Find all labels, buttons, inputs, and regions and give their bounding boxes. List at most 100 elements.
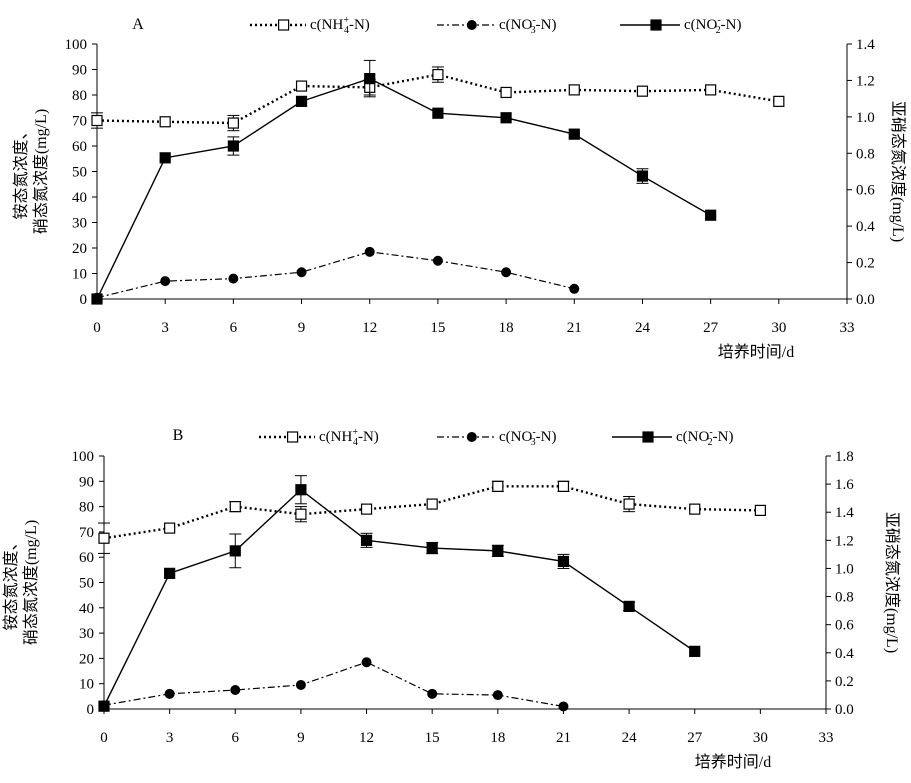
data-point [360,503,373,515]
y-right-tick-label: 0.4 [856,219,875,235]
legend-marker [278,19,290,31]
data-point [623,498,635,510]
y-left-tick-label: 50 [79,576,94,592]
data-point [432,255,443,266]
y-left-tick-label: 10 [72,267,87,283]
x-tick-label: 18 [499,320,514,336]
series-line [103,661,564,708]
data-point [229,545,241,557]
data-point [689,645,701,657]
x-axis-title: 培养时间/d [695,753,771,771]
data-point [296,267,307,278]
data-point [705,209,717,221]
x-tick-label: 9 [297,730,305,746]
data-point [295,484,307,496]
data-point [228,273,239,284]
data-point [159,152,171,164]
legend-label: c(NO-2-N) [676,427,734,448]
data-point [557,480,570,492]
data-point [492,545,504,557]
data-point [295,679,306,690]
series-line [103,485,761,540]
data-point [636,170,649,182]
data-point [164,688,175,699]
y-right-tick-label: 0.6 [835,618,854,634]
data-point [426,542,438,554]
y-right-tick-label: 1.0 [835,561,854,577]
series-0 [98,480,766,554]
y-left-tick-label: 30 [72,216,87,232]
y-left-axis-title: 硝态氮浓度(mg/L) [22,520,40,645]
data-point [558,701,569,712]
x-tick-label: 6 [232,730,240,746]
legend-item: c(NO-3-N) [437,15,557,36]
data-point [364,246,375,257]
data-point [160,276,171,287]
x-tick-label: 24 [622,730,638,746]
x-axis-title: 培养时间/d [718,343,794,361]
legend-label: c(NO-3-N) [499,15,557,36]
data-point [623,600,635,612]
data-point [432,107,444,119]
data-point [492,480,504,492]
y-left-tick-label: 40 [72,190,87,206]
x-tick-label: 18 [490,730,505,746]
legend-label: c(NO-3-N) [499,427,557,448]
legend-item: c(NO-3-N) [437,427,557,448]
y-left-tick-label: 90 [79,474,94,490]
y-left-tick-label: 40 [79,601,94,617]
y-left-tick-label: 70 [79,525,94,541]
y-right-tick-label: 0.2 [835,674,854,690]
data-point [229,501,241,513]
y-right-tick-label: 0.4 [835,646,854,662]
data-point [295,95,308,107]
y-right-tick-label: 1.8 [835,449,854,465]
data-point [568,128,580,140]
y-right-tick-label: 0.2 [856,256,875,272]
x-tick-label: 33 [819,730,834,746]
y-left-tick-label: 80 [79,500,94,516]
x-tick-label: 21 [556,730,571,746]
x-tick-label: 30 [753,730,768,746]
data-point [361,657,372,668]
y-left-tick-label: 60 [72,139,87,155]
data-point [295,508,307,520]
y-left-tick-label: 0 [87,702,95,718]
data-point [569,283,580,294]
data-point [98,700,110,712]
data-point [557,555,570,568]
data-point [295,80,308,92]
y-right-tick-label: 0.8 [856,146,875,162]
y-right-tick-label: 1.0 [856,110,875,126]
data-point [426,498,438,510]
legend-item: c(NO-2-N) [612,427,734,448]
legend-item: c(NH+ 4-N) [250,15,370,36]
data-point [98,532,110,544]
data-point [705,84,717,96]
chart-panel-A: 0 3 6 9 12 15 18 21 24 27 30 33 0 10 20 30 40 50 60 70 80 90 1… [12,15,907,361]
x-tick-label: 33 [840,320,855,336]
x-tick-label: 30 [771,320,786,336]
y-left-tick-label: 100 [65,37,88,53]
y-left-tick-label: 0 [80,292,88,308]
panel-label: B [173,427,184,444]
x-tick-label: 15 [425,730,440,746]
y-right-tick-label: 1.4 [835,505,854,521]
data-point [501,267,512,278]
data-point [773,95,785,107]
legend-label: c(NH+ 4-N) [319,427,379,448]
x-tick-label: 27 [687,730,703,746]
x-tick-label: 3 [161,320,169,336]
data-point [500,86,512,99]
x-tick-label: 12 [359,730,374,746]
y-left-tick-label: 80 [72,88,87,104]
y-right-tick-label: 0.0 [835,702,854,718]
legend-item: c(NO-2-N) [620,15,742,36]
data-point [227,140,239,152]
data-point [754,504,766,516]
x-tick-label: 0 [100,730,108,746]
chart-panel-B: 0 3 6 9 12 15 18 21 24 27 30 33 0 10 20 30 40 50 60 70 80 90 1… [2,427,901,771]
y-left-tick-label: 50 [72,165,87,181]
x-tick-label: 12 [362,320,377,336]
data-point [636,85,649,97]
